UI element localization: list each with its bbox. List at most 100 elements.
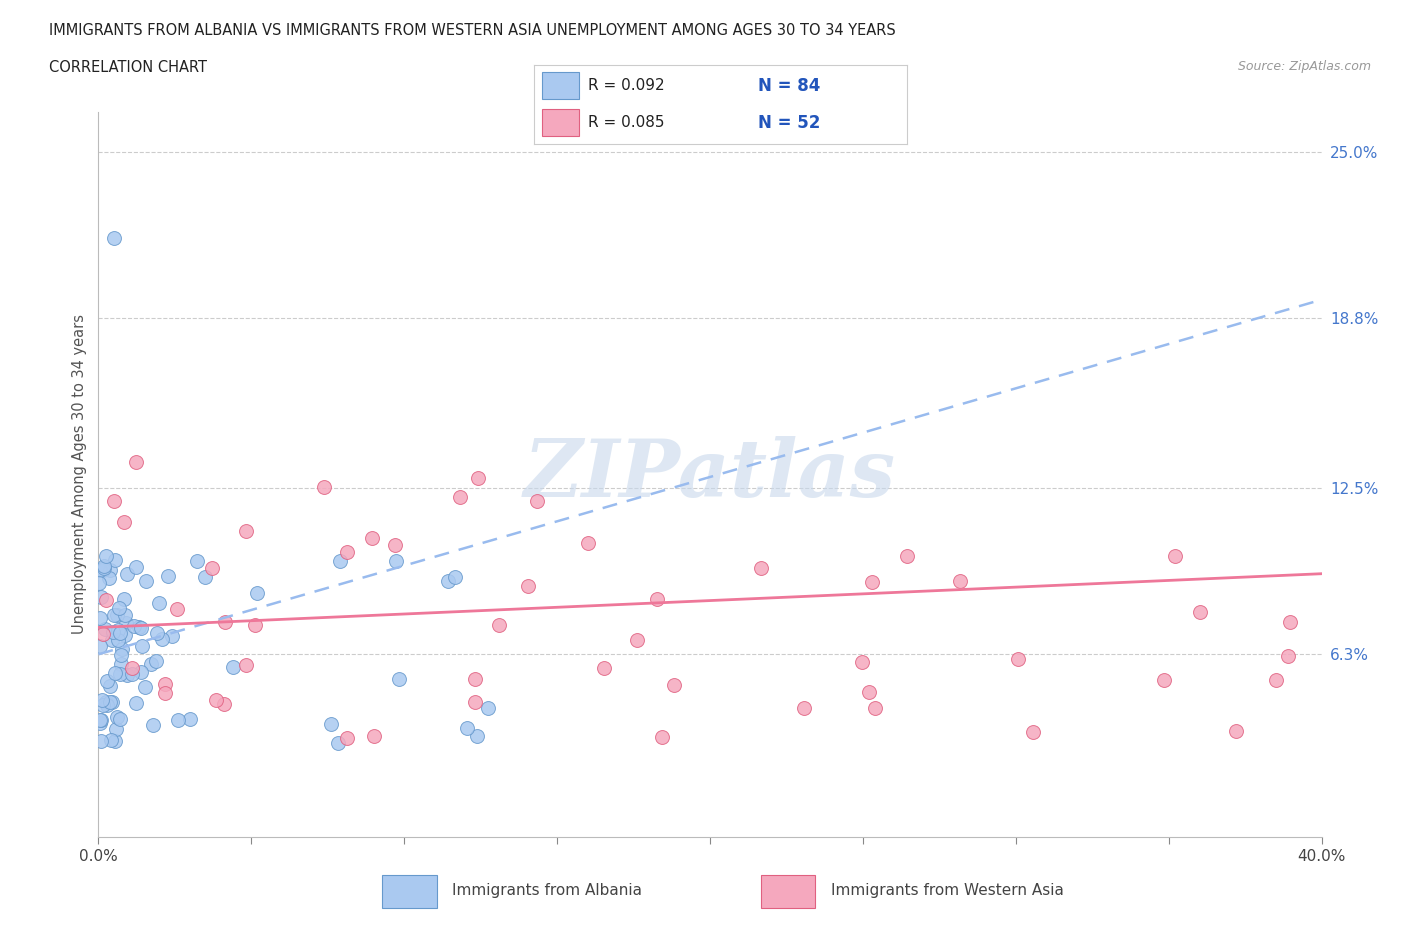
Point <box>205 692 228 707</box>
Bar <box>541 73 579 100</box>
Point <box>104 553 127 568</box>
Point <box>139 657 162 671</box>
Point <box>91 693 114 708</box>
Point <box>94 694 117 709</box>
Point <box>477 701 499 716</box>
Point <box>110 625 132 640</box>
Point <box>626 632 648 647</box>
Point <box>129 664 152 679</box>
Point <box>122 618 145 633</box>
Point <box>363 728 385 743</box>
Point <box>150 631 173 646</box>
Bar <box>762 875 815 909</box>
Point <box>145 654 167 669</box>
Point <box>593 661 616 676</box>
Point <box>105 608 128 623</box>
Point <box>107 601 129 616</box>
Text: IMMIGRANTS FROM ALBANIA VS IMMIGRANTS FROM WESTERN ASIA UNEMPLOYMENT AMONG AGES : IMMIGRANTS FROM ALBANIA VS IMMIGRANTS FR… <box>49 23 896 38</box>
Point <box>1278 614 1301 629</box>
Point <box>94 621 117 636</box>
Point <box>160 629 183 644</box>
Point <box>312 479 335 494</box>
Point <box>114 608 136 623</box>
Point <box>112 514 135 529</box>
Point <box>148 596 170 611</box>
Point <box>235 524 257 538</box>
Point <box>214 614 236 629</box>
Point <box>98 695 121 710</box>
Point <box>437 573 460 588</box>
Bar <box>541 110 579 137</box>
Point <box>115 616 138 631</box>
Point <box>388 671 411 686</box>
Point <box>98 571 121 586</box>
Point <box>89 576 111 591</box>
Point <box>134 680 156 695</box>
Point <box>1265 672 1288 687</box>
Point <box>456 721 478 736</box>
Point <box>467 470 489 485</box>
Point <box>793 700 815 715</box>
Point <box>212 697 235 711</box>
Text: CORRELATION CHART: CORRELATION CHART <box>49 60 207 75</box>
Point <box>896 549 918 564</box>
Text: N = 84: N = 84 <box>758 76 820 95</box>
Point <box>89 712 111 727</box>
Point <box>125 455 148 470</box>
Point <box>651 730 673 745</box>
Point <box>194 570 217 585</box>
Point <box>125 560 148 575</box>
Point <box>98 563 121 578</box>
Point <box>108 711 131 726</box>
Point <box>201 561 224 576</box>
Point <box>111 642 134 657</box>
Point <box>336 731 359 746</box>
Point <box>104 733 127 748</box>
Point <box>664 678 686 693</box>
Point <box>851 655 873 670</box>
Point <box>167 712 190 727</box>
Point <box>146 625 169 640</box>
Text: ZIPatlas: ZIPatlas <box>524 435 896 513</box>
Point <box>329 553 352 568</box>
Point <box>96 698 118 712</box>
Point <box>110 648 132 663</box>
Point <box>645 591 668 606</box>
Point <box>90 712 112 727</box>
Point <box>129 620 152 635</box>
Point <box>131 638 153 653</box>
Point <box>166 602 188 617</box>
Point <box>104 666 127 681</box>
Point <box>107 623 129 638</box>
Point <box>1007 651 1029 666</box>
Point <box>96 549 118 564</box>
Point <box>949 573 972 588</box>
Point <box>488 618 510 632</box>
Point <box>246 586 269 601</box>
Point <box>105 710 128 724</box>
Text: R = 0.092: R = 0.092 <box>588 78 665 93</box>
Text: N = 52: N = 52 <box>758 113 820 132</box>
Point <box>114 628 136 643</box>
Point <box>464 695 486 710</box>
Point <box>90 590 112 604</box>
Point <box>155 677 177 692</box>
Point <box>1188 604 1211 619</box>
Point <box>89 715 111 730</box>
Point <box>243 618 266 632</box>
Point <box>93 559 115 574</box>
Point <box>1153 672 1175 687</box>
Point <box>103 607 125 622</box>
Point <box>1225 724 1247 738</box>
Point <box>1277 649 1299 664</box>
Point <box>107 632 129 647</box>
Point <box>222 660 245 675</box>
Point <box>186 553 208 568</box>
Point <box>103 231 125 246</box>
Point <box>336 544 359 559</box>
Point <box>89 610 111 625</box>
Point <box>156 568 179 583</box>
Point <box>94 592 117 607</box>
Bar <box>382 875 436 909</box>
Point <box>89 639 111 654</box>
